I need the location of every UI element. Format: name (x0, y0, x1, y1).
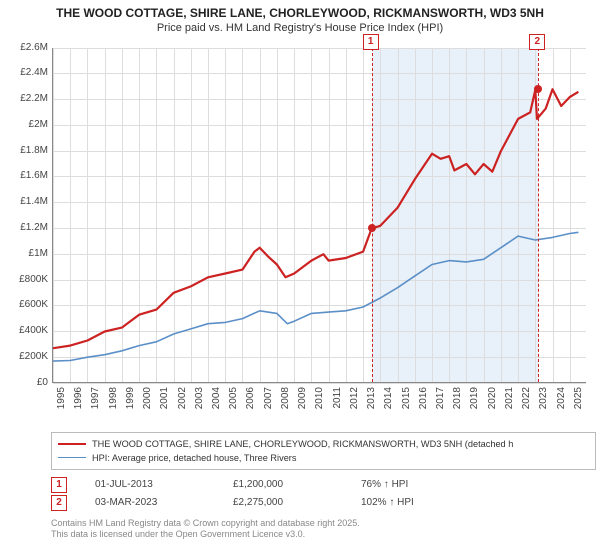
series-hpi (53, 232, 578, 361)
sale-vs-hpi: 76% ↑ HPI (361, 479, 408, 490)
x-tick-label: 2024 (556, 387, 567, 417)
y-tick-label: £200K (8, 351, 48, 362)
x-tick-label: 2002 (177, 387, 188, 417)
x-tick-label: 2014 (383, 387, 394, 417)
chart-area: £0 £200K £400K £600K £800K £1M £1.2M £1.4M £1.6M… (8, 38, 592, 428)
callout-marker: 1 (363, 34, 379, 50)
y-tick-label: £2.2M (8, 93, 48, 104)
x-tick-label: 2000 (142, 387, 153, 417)
x-tick-label: 2015 (401, 387, 412, 417)
legend-swatch (58, 457, 86, 458)
legend-item: THE WOOD COTTAGE, SHIRE LANE, CHORLEYWOO… (58, 437, 589, 451)
y-tick-label: £1.6M (8, 170, 48, 181)
series-subject (53, 89, 578, 348)
sale-point-dot (368, 224, 376, 232)
x-tick-label: 2009 (297, 387, 308, 417)
x-tick-label: 1998 (108, 387, 119, 417)
y-tick-label: £1.8M (8, 145, 48, 156)
y-tick-label: £2.6M (8, 42, 48, 53)
legend: THE WOOD COTTAGE, SHIRE LANE, CHORLEYWOO… (51, 432, 596, 470)
x-tick-label: 2004 (211, 387, 222, 417)
x-tick-label: 2011 (332, 387, 343, 417)
y-tick-label: £0 (8, 377, 48, 388)
y-tick-label: £400K (8, 325, 48, 336)
x-tick-label: 2012 (349, 387, 360, 417)
sale-date: 03-MAR-2023 (95, 497, 205, 508)
sale-price: £1,200,000 (233, 479, 333, 490)
callout-line (372, 48, 373, 382)
y-tick-label: £2.4M (8, 67, 48, 78)
x-tick-label: 2019 (469, 387, 480, 417)
footnote: Contains HM Land Registry data © Crown c… (51, 518, 592, 541)
sale-point-dot (534, 85, 542, 93)
y-tick-label: £1.4M (8, 196, 48, 207)
legend-label: THE WOOD COTTAGE, SHIRE LANE, CHORLEYWOO… (92, 439, 513, 449)
x-tick-label: 1999 (125, 387, 136, 417)
legend-item: HPI: Average price, detached house, Thre… (58, 451, 589, 465)
footnote-line2: This data is licensed under the Open Gov… (51, 529, 592, 540)
legend-label: HPI: Average price, detached house, Thre… (92, 453, 296, 463)
title-line2: Price paid vs. HM Land Registry's House … (8, 22, 592, 34)
x-tick-label: 2007 (263, 387, 274, 417)
sale-date: 01-JUL-2013 (95, 479, 205, 490)
callout-marker: 2 (529, 34, 545, 50)
x-tick-label: 2013 (366, 387, 377, 417)
sales-table: 1 01-JUL-2013 £1,200,000 76% ↑ HPI 2 03-MAR-2… (51, 476, 592, 512)
title-line1: THE WOOD COTTAGE, SHIRE LANE, CHORLEYWOO… (8, 6, 592, 22)
legend-swatch (58, 443, 86, 445)
x-tick-label: 1997 (90, 387, 101, 417)
x-tick-label: 2025 (573, 387, 584, 417)
y-tick-label: £1M (8, 248, 48, 259)
x-tick-label: 2010 (314, 387, 325, 417)
x-tick-label: 2021 (504, 387, 515, 417)
x-tick-label: 2018 (452, 387, 463, 417)
x-tick-label: 2005 (228, 387, 239, 417)
plot-area (52, 48, 586, 383)
x-tick-label: 1995 (56, 387, 67, 417)
y-tick-label: £1.2M (8, 222, 48, 233)
x-tick-label: 2022 (521, 387, 532, 417)
y-tick-label: £2M (8, 119, 48, 130)
sale-vs-hpi: 102% ↑ HPI (361, 497, 414, 508)
x-tick-label: 2017 (435, 387, 446, 417)
y-tick-label: £600K (8, 299, 48, 310)
x-tick-label: 2001 (159, 387, 170, 417)
sale-row: 1 01-JUL-2013 £1,200,000 76% ↑ HPI (51, 476, 592, 494)
gridline-h (53, 383, 586, 384)
sale-index-box: 2 (51, 495, 67, 511)
x-tick-label: 1996 (73, 387, 84, 417)
y-tick-label: £800K (8, 274, 48, 285)
series-svg (53, 48, 587, 383)
sale-row: 2 03-MAR-2023 £2,275,000 102% ↑ HPI (51, 494, 592, 512)
x-tick-label: 2003 (194, 387, 205, 417)
x-tick-label: 2020 (487, 387, 498, 417)
x-tick-label: 2008 (280, 387, 291, 417)
footnote-line1: Contains HM Land Registry data © Crown c… (51, 518, 592, 529)
x-tick-label: 2023 (538, 387, 549, 417)
x-tick-label: 2016 (418, 387, 429, 417)
sale-index-box: 1 (51, 477, 67, 493)
x-tick-label: 2006 (245, 387, 256, 417)
sale-price: £2,275,000 (233, 497, 333, 508)
chart-card: THE WOOD COTTAGE, SHIRE LANE, CHORLEYWOO… (0, 0, 600, 544)
callout-line (538, 48, 539, 382)
